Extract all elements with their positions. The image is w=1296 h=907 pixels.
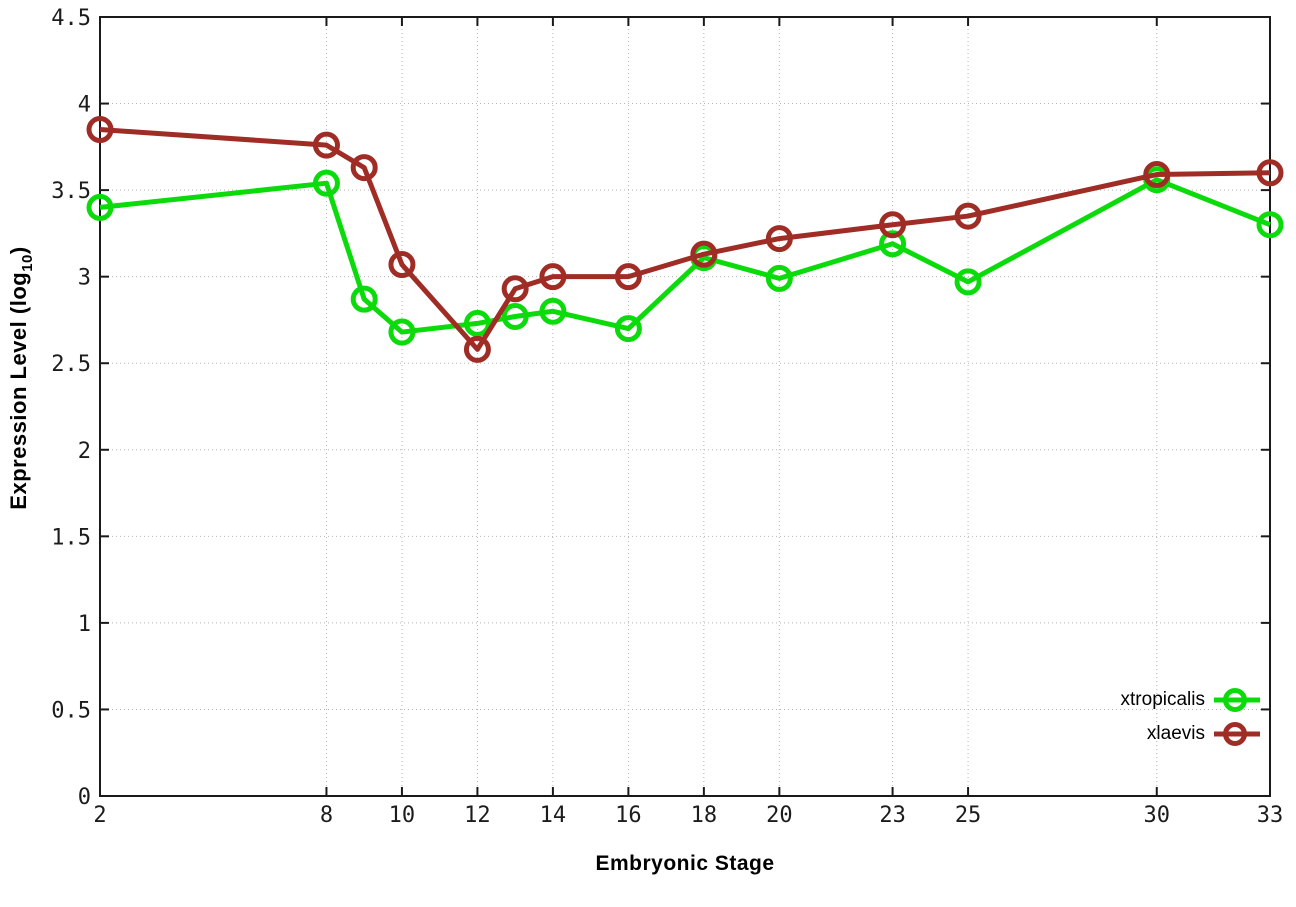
data-point-marker	[614, 315, 642, 343]
series-xtropicalis	[86, 166, 1284, 346]
x-tick-label: 10	[389, 803, 416, 828]
x-tick-label: 25	[955, 803, 982, 828]
line-point-marker-icon	[1214, 722, 1260, 746]
data-point-marker	[312, 131, 340, 159]
data-point-marker	[86, 193, 114, 221]
legend: xtropicalis xlaevis	[1121, 686, 1260, 748]
y-tick-label: 2.5	[51, 352, 91, 377]
data-point-marker	[1256, 211, 1284, 239]
data-point-marker	[614, 263, 642, 291]
x-tick-label: 33	[1257, 803, 1284, 828]
data-point-marker	[539, 263, 567, 291]
x-tick-label: 2	[93, 803, 106, 828]
x-tick-label: 30	[1144, 803, 1171, 828]
y-tick-label: 1.5	[51, 525, 91, 550]
legend-sample-marker	[1223, 688, 1247, 712]
y-axis-title-close: )	[6, 246, 31, 255]
data-point-marker	[463, 335, 491, 363]
data-point-marker	[86, 116, 114, 144]
x-tick-label: 23	[879, 803, 906, 828]
data-point-marker	[765, 225, 793, 253]
x-tick-label: 18	[691, 803, 718, 828]
data-point-marker	[312, 169, 340, 197]
legend-entry-xtropicalis: xtropicalis	[1121, 686, 1260, 714]
series-xlaevis	[86, 116, 1284, 363]
data-point-marker	[954, 268, 982, 296]
data-point-marker	[879, 230, 907, 258]
data-point-marker	[690, 240, 718, 268]
data-point-marker	[463, 309, 491, 337]
y-axis-title: Expression Level (log10)	[6, 246, 36, 509]
series-line	[99, 177, 1271, 335]
data-point-marker	[501, 302, 529, 330]
tick-labels: 2 8 10 12 14 16 18 20 23 25 30 33 0 0.5 1 1.5 2 2.5 3 3.5 4 4…	[51, 6, 1283, 828]
line-point-marker-icon	[1214, 688, 1260, 712]
gridlines	[100, 17, 1270, 796]
data-point-marker	[388, 318, 416, 346]
legend-label: xtropicalis	[1120, 689, 1205, 710]
data-point-marker	[879, 211, 907, 239]
series-line	[99, 127, 1271, 352]
legend-label: xlaevis	[1146, 723, 1205, 744]
data-point-marker	[1256, 159, 1284, 187]
legend-sample-marker	[1223, 722, 1247, 746]
y-tick-label: 0.5	[51, 698, 91, 723]
y-tick-label: 3.5	[51, 179, 91, 204]
y-axis-title-text: Expression Level (log	[6, 271, 31, 510]
data-point-marker	[765, 264, 793, 292]
x-tick-label: 20	[766, 803, 793, 828]
y-tick-label: 1	[78, 612, 91, 637]
legend-entry-xlaevis: xlaevis	[1147, 720, 1260, 748]
data-point-marker	[350, 154, 378, 182]
x-tick-label: 12	[464, 803, 491, 828]
plot-border	[99, 16, 1271, 797]
x-tick-label: 8	[320, 803, 333, 828]
data-point-marker	[501, 275, 529, 303]
x-axis-title: Embryonic Stage	[595, 852, 775, 875]
y-tick-label: 3	[78, 266, 91, 291]
y-axis-title-subscript: 10	[19, 254, 36, 272]
x-tick-label: 14	[540, 803, 567, 828]
x-tick-label: 16	[615, 803, 642, 828]
data-point-marker	[350, 285, 378, 313]
y-tick-label: 0	[78, 785, 91, 810]
tick-marks	[99, 16, 1271, 797]
y-tick-label: 4	[78, 93, 91, 118]
data-point-marker	[1143, 161, 1171, 189]
y-tick-label: 2	[78, 439, 91, 464]
y-tick-label: 4.5	[51, 6, 91, 31]
data-point-marker	[954, 202, 982, 230]
data-point-marker	[388, 251, 416, 279]
data-point-marker	[539, 297, 567, 325]
